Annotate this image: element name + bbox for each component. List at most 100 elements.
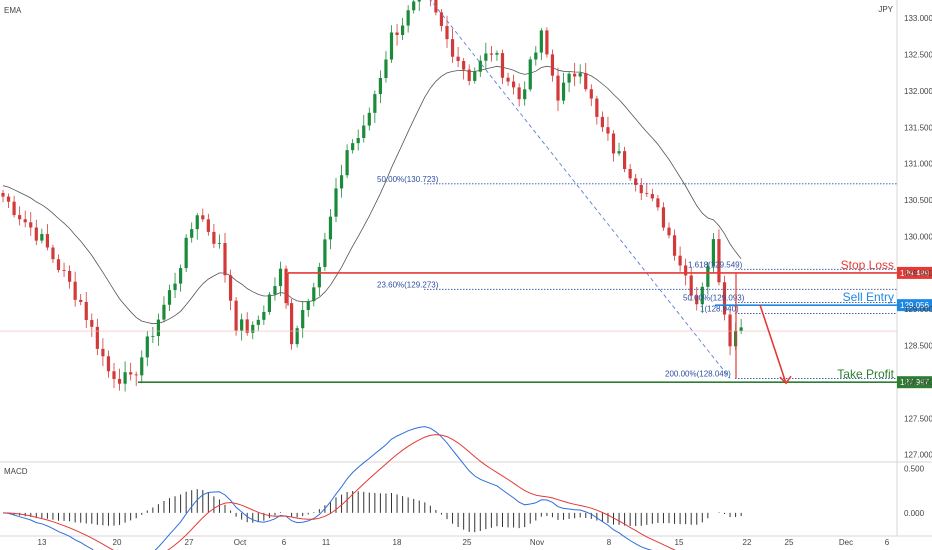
- candle-body: [1, 192, 5, 197]
- candle-body: [117, 378, 122, 384]
- candle-body: [334, 188, 338, 217]
- candle-body: [112, 371, 116, 379]
- candle-body: [129, 372, 133, 375]
- candle-body: [278, 268, 283, 287]
- candle-body: [672, 235, 677, 256]
- candle-body: [79, 299, 83, 302]
- candle-body: [384, 59, 388, 78]
- price-tick-label: 128.500: [904, 342, 932, 351]
- candle-body: [606, 127, 610, 134]
- candle-body: [367, 112, 371, 126]
- candle-body: [417, 0, 421, 2]
- fib-level-label: 1(128.940): [700, 305, 739, 314]
- candle-body: [523, 89, 527, 100]
- candle-body: [401, 25, 405, 35]
- candle-body: [134, 374, 138, 376]
- price-tick-label: 131.500: [904, 123, 932, 132]
- macd-panel: [2, 426, 742, 550]
- time-tick-label: 11: [322, 538, 331, 547]
- candle-body: [240, 319, 244, 331]
- time-tick-label: 20: [113, 538, 122, 547]
- candle-body: [18, 215, 22, 220]
- candle-body: [56, 259, 61, 271]
- price-tick-label: 129.000: [904, 305, 932, 314]
- candle-body: [328, 216, 333, 240]
- candle-body: [645, 193, 649, 195]
- fib-level-label: 23.60%(129.273): [377, 280, 439, 289]
- candle-body: [68, 270, 72, 282]
- fib-level-label: 200.00%(128.049): [665, 369, 731, 378]
- candle-body: [34, 227, 38, 241]
- stop-loss-label: Stop Loss: [841, 258, 894, 272]
- candle-body: [617, 151, 621, 154]
- time-tick-label: 6: [885, 538, 890, 547]
- stop-loss-price-tag: [897, 266, 932, 279]
- candle-body: [345, 150, 349, 176]
- macd-tick-label: 0.500: [904, 464, 925, 473]
- candle-body: [212, 231, 216, 244]
- candle-body: [356, 138, 360, 144]
- candle-body: [123, 372, 127, 384]
- ema-line: [2, 65, 742, 325]
- price-tick-label: 128.000: [904, 378, 932, 387]
- take-profit-price-tag: [897, 376, 932, 389]
- candle-body: [145, 336, 149, 358]
- candle-body: [600, 116, 604, 128]
- candle-body: [406, 10, 410, 26]
- sell-entry-price-tag-text: 129.056: [900, 301, 929, 310]
- time-tick-label: Dec: [839, 538, 853, 547]
- candle-body: [51, 247, 55, 260]
- price-tick-label: 132.500: [904, 51, 932, 60]
- candle-body: [412, 1, 416, 11]
- candle-body: [623, 151, 627, 170]
- macd-line: [2, 426, 653, 550]
- candle-body: [450, 39, 455, 57]
- candle-body: [661, 207, 666, 228]
- stop-loss-price-tag-text: 129.499: [900, 269, 929, 278]
- candle-body: [678, 255, 682, 266]
- candle-body: [290, 303, 294, 345]
- candle-body: [611, 133, 616, 154]
- candle-body: [589, 89, 593, 99]
- candle-body: [90, 320, 94, 327]
- candle-body: [584, 73, 588, 90]
- candle-body: [473, 71, 477, 81]
- candle-body: [351, 143, 355, 151]
- candle-body: [195, 215, 199, 230]
- candle-body: [700, 286, 704, 305]
- time-tick-label: 25: [785, 538, 794, 547]
- axes: EMA MACD JPY 127.000 127.500 128.000 128.500 12…: [4, 5, 932, 547]
- candle-body: [578, 73, 582, 77]
- price-tick-label: 130.500: [904, 196, 932, 205]
- candle-body: [695, 295, 699, 305]
- candle-body: [167, 290, 172, 305]
- candle-body: [445, 25, 449, 40]
- candle-body: [462, 61, 466, 70]
- candle-body: [717, 239, 721, 283]
- candle-body: [534, 52, 538, 60]
- macd-tick-label: 0.000: [904, 509, 925, 518]
- candle-body: [711, 239, 715, 267]
- candle-body: [101, 348, 105, 357]
- fib-level-label: 50.00%(130.723): [377, 175, 439, 184]
- sell-entry-price-tag: [897, 299, 932, 312]
- price-tick-label: 127.500: [904, 414, 932, 423]
- time-tick-label: 15: [675, 538, 684, 547]
- candle-body: [73, 281, 77, 300]
- candle-body: [223, 243, 227, 276]
- candle-body: [62, 270, 66, 271]
- candle-body: [595, 98, 599, 117]
- candle-body: [550, 54, 555, 76]
- candle-body: [706, 266, 710, 287]
- candle-body: [512, 81, 516, 88]
- candle-body: [40, 234, 44, 241]
- candle-body: [506, 77, 510, 82]
- candle-body: [190, 229, 194, 238]
- candle-body: [373, 94, 377, 113]
- candle-body: [639, 184, 643, 194]
- candle-body: [545, 30, 549, 55]
- candle-body: [173, 283, 177, 291]
- candle-body: [29, 222, 33, 228]
- price-tick-label: 133.000: [904, 14, 932, 23]
